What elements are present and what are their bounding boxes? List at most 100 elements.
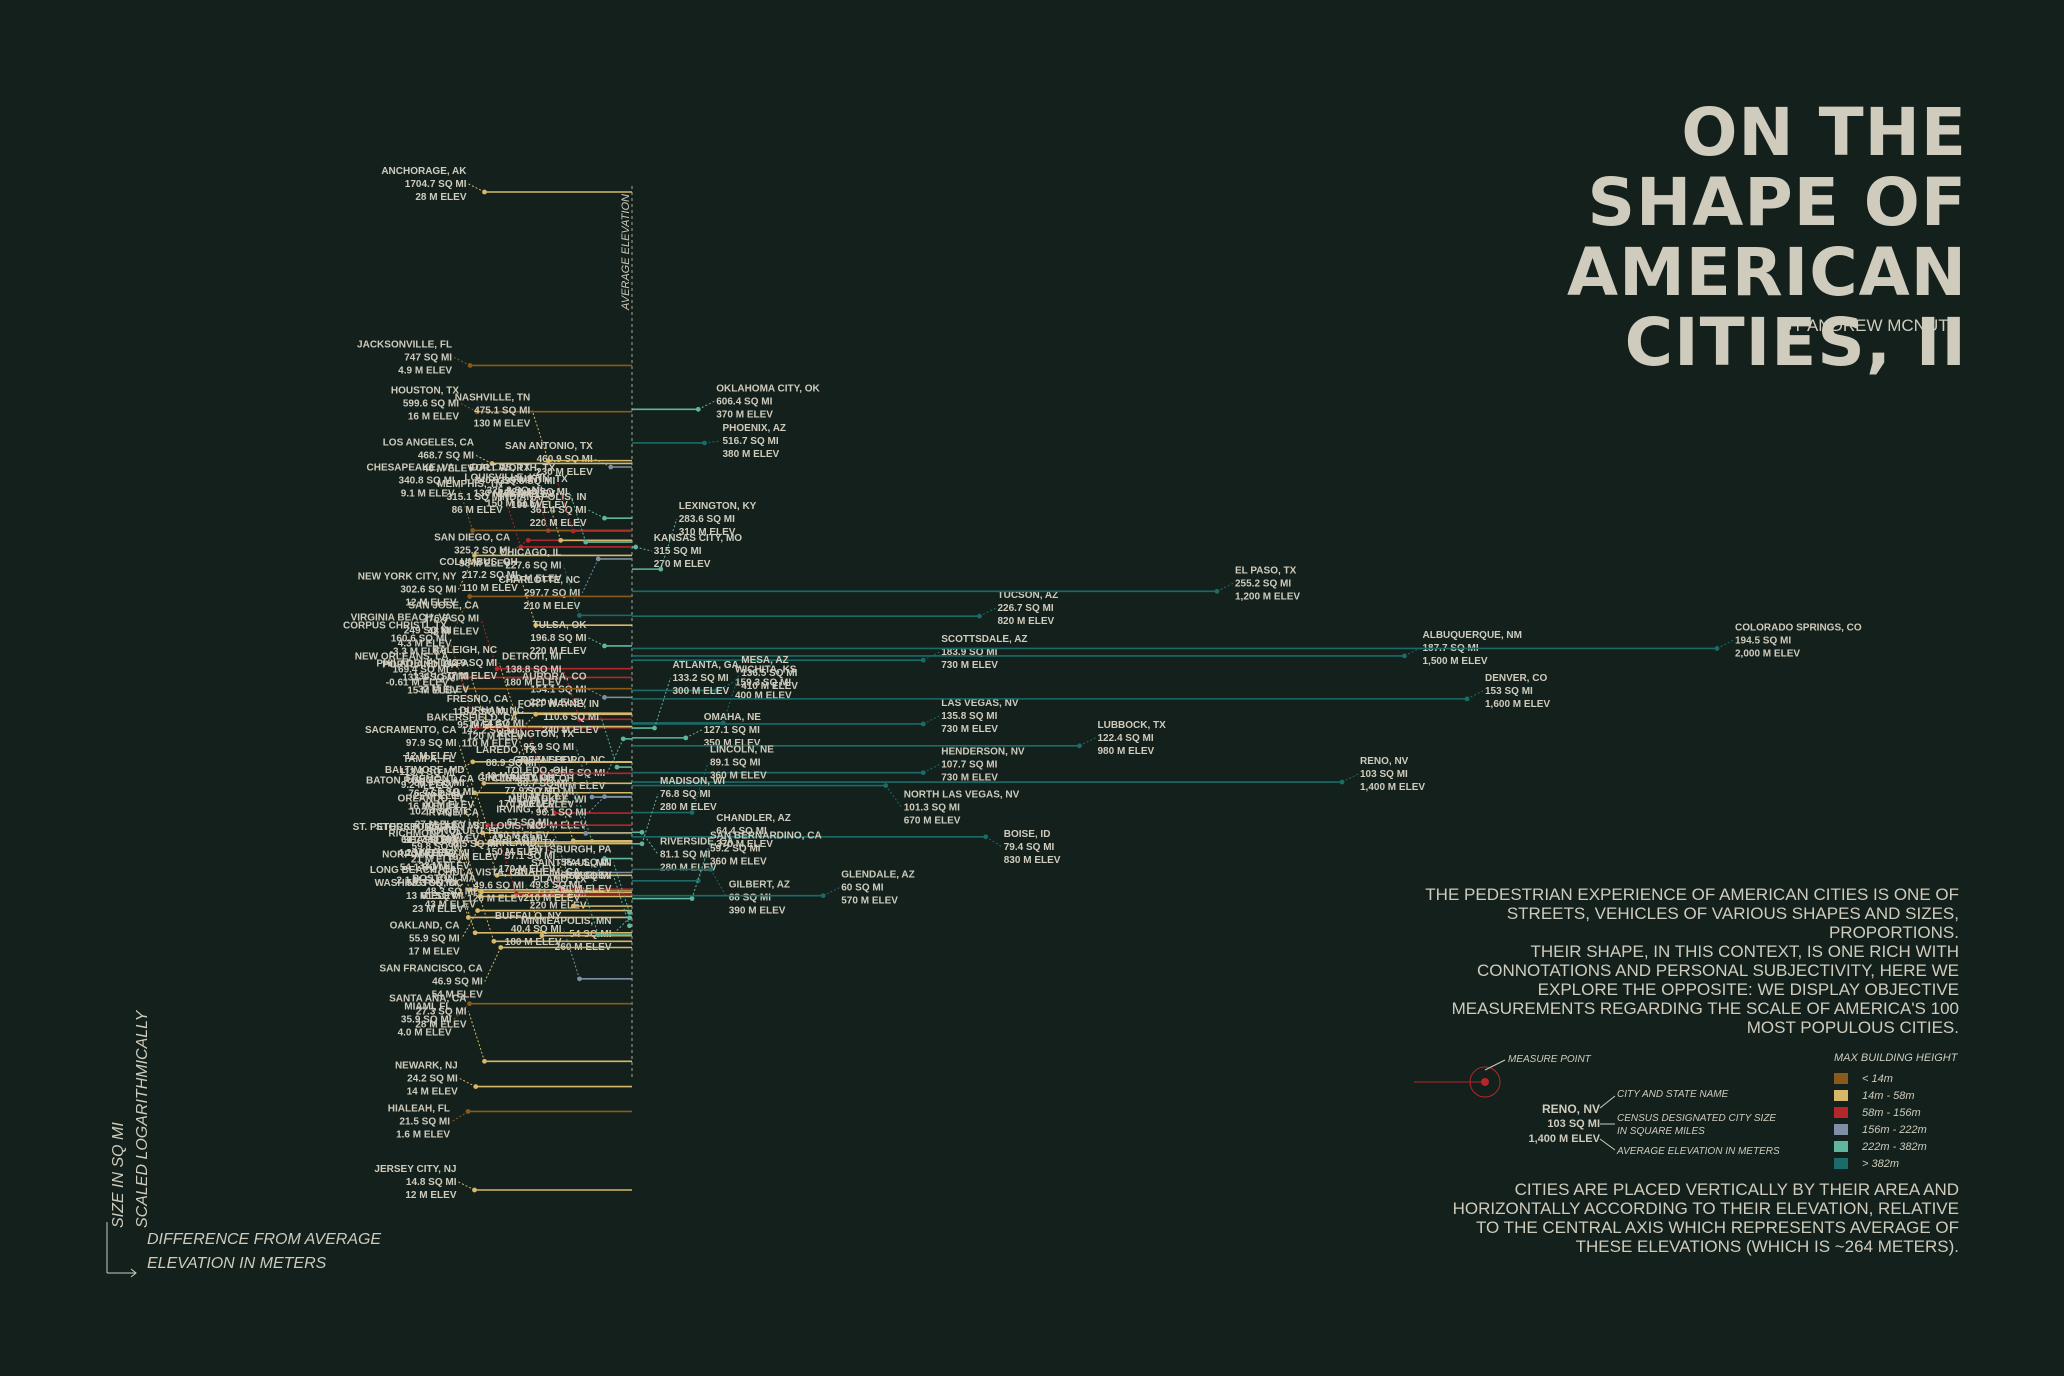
city-label-name: SAINT PAUL, MN [531,858,611,869]
city-label-area: 49.8 SQ MI [530,880,581,891]
city-leader-line [544,490,562,541]
city-label-name: SAN DIEGO, CA [434,532,510,543]
city-label-area: 1704.7 SQ MI [405,179,467,190]
city-mark: FORT WORTH, TX 339.8 SQ MI 170 M ELEV [469,463,632,534]
city-label-elev: 28 M ELEV [415,192,466,203]
city-label-area: 79.4 SQ MI [1004,842,1055,853]
city-leader-line [484,947,502,982]
city-label-name: LUBBOCK, TX [1098,720,1167,731]
city-label-name: MADISON, WI [660,776,725,787]
city-label-name: MESA, AZ [741,655,788,666]
city-label-area: 60.5 SQ MI [448,839,499,850]
city-label-elev: -0.61 M ELEV [386,677,449,688]
city-leader-line [459,677,477,728]
city-mark: OMAHA, NE 127.1 SQ MI 350 M ELEV [632,712,761,749]
city-label-area: 325.2 SQ MI [487,485,543,496]
city-label-name: LEXINGTON, KY [679,501,757,512]
city-label-area: 61 SQ MI [421,891,463,902]
city-label-elev: 730 M ELEV [941,660,998,671]
city-label-elev: 170 M ELEV [499,489,556,500]
city-label-elev: 95 M ELEV [457,720,508,731]
city-label-area: 606.4 SQ MI [716,396,772,407]
city-mark: LAREDO, TX 88.9 SQ MI 140 M ELEV [476,745,632,816]
city-mark: NEW YORK CITY, NY 302.6 SQ MI 12 M ELEV [358,553,632,608]
city-mark: PORTLAND, OR 133.4 SQ MI 15 M ELEV [382,660,632,731]
city-label-area: 142.2 SQ MI [462,725,518,736]
intro-paragraph-1: THE PEDESTRIAN EXPERIENCE OF AMERICAN CI… [1425,885,1959,942]
city-mark: FREMONT, CA 77.5 SQ MI 40 M ELEV [406,774,632,845]
city-label-area: 40.4 SQ MI [511,924,562,935]
city-label-name: AUSTIN, TX [512,474,568,485]
city-leader-line [1216,582,1234,592]
city-leader-line [1341,773,1359,783]
city-leader-line [468,1011,485,1062]
city-leader-line [654,677,671,729]
city-label-area: 68 SQ MI [729,892,771,903]
city-label-elev: 360 M ELEV [710,857,767,868]
city-mark: GARLAND, TX 57.1 SQ MI 170 M ELEV [487,838,632,909]
city-label-elev: 1,500 M ELEV [1423,656,1488,667]
city-label-name: ANCHORAGE, AK [381,166,467,177]
city-leader-line [575,746,593,798]
city-mark: FRESNO, CA 113.2 SQ MI 95 M ELEV [447,694,632,765]
city-label-elev: 240 M ELEV [542,725,599,736]
city-leader-line [460,793,478,844]
city-label-elev: 210 M ELEV [524,893,581,904]
x-axis-label-line1: DIFFERENCE FROM AVERAGE [147,1231,382,1248]
city-label-area: 59.2 SQ MI [710,844,761,855]
city-label-elev: 410 M ELEV [741,681,798,692]
city-leader-line [1466,690,1484,700]
city-leader-line [985,836,1003,848]
cities-layer: ANCHORAGE, AK 1704.7 SQ MI 28 M ELEV JACKSO… [343,166,1862,1201]
city-leader-line [480,618,498,669]
city-label-name: SAN FRANCISCO, CA [379,963,482,974]
city-label-area: 80.7 SQ MI [517,778,568,789]
city-leader-line [531,410,549,461]
city-mark: TULSA, OK 196.8 SQ MI 220 M ELEV [530,620,632,657]
legend-label: > 382m [1862,1157,1899,1170]
city-label-name: PORTLAND, OR [382,660,459,671]
city-mark: LUBBOCK, TX 122.4 SQ MI 980 M ELEV [632,720,1166,757]
city-mark: LOUISVILLE, KY 325.2 SQ MI 150 M ELEV [464,472,632,543]
city-mark: PHOENIX, AZ 516.7 SQ MI 380 M ELEV [632,423,786,460]
city-label-elev: 86 M ELEV [452,505,503,516]
city-label-name: CHICAGO, IL [500,547,562,558]
city-label-area: 103 SQ MI [1360,769,1408,780]
city-leader-line [885,785,903,808]
city-leader-line [923,715,940,725]
city-mark: SAN JOSE, CA 176.6 SQ MI 48 M ELEV [408,601,632,672]
city-label-elev: 13 M ELEV [406,848,457,859]
city-label-elev: 120 M ELEV [467,894,524,905]
city-label-name: IRVING, TX [496,804,549,815]
city-label-name: MIAMI, FL [404,1002,451,1013]
city-label-name: CHESAPEAKE, VA [367,462,455,473]
city-label-area: 101.3 SQ MI [904,803,960,814]
city-label-name: DURHAM, NC [460,705,524,716]
city-label-name: LINCOLN, NE [710,745,774,756]
city-label-elev: 2,000 M ELEV [1735,648,1800,659]
city-mark: SACRAMENTO, CA 97.9 SQ MI 12 M ELEV [365,725,632,796]
city-label-name: BAKERSFIELD, CA [427,712,518,723]
city-mark: LONG BEACH, CA 50.3 SQ MI 13 M ELEV [370,865,632,936]
city-leader-line [463,846,481,897]
key-example-elev: 1,400 M ELEV [1528,1133,1600,1145]
city-label-area: 46.9 SQ MI [432,976,483,987]
city-mark: RENO, NV 103 SQ MI 1,400 M ELEV [632,756,1425,793]
city-label-elev: 220 M ELEV [530,518,587,529]
city-label-area: 21.5 SQ MI [399,1116,450,1127]
city-label-area: 55.4 SQ MI [561,857,612,868]
city-label-area: 113.2 SQ MI [453,707,509,718]
y-axis-label: SIZE IN SQ MI SCALED LOGARITHMICALLY [107,1011,155,1228]
city-mark: BOISE, ID 79.4 SQ MI 830 M ELEV [632,829,1061,866]
city-label-elev: 200 M ELEV [517,799,574,810]
city-label-area: 77.9 SQ MI [505,786,556,797]
city-label-name: CHULA VISTA, CA [438,868,524,879]
city-leader-line [538,762,555,814]
city-label-elev: 110 M ELEV [462,583,518,594]
city-mark: GLENDALE, AZ 60 SQ MI 570 M ELEV [632,870,915,907]
city-label-name: COLUMBUS, OH [439,557,517,568]
legend-label: 222m - 382m [1862,1140,1927,1153]
city-label-area: 52 SQ MI [569,871,611,882]
city-label-elev: 9.1 M ELEV [401,488,455,499]
city-label-area: 57.1 SQ MI [505,851,556,862]
